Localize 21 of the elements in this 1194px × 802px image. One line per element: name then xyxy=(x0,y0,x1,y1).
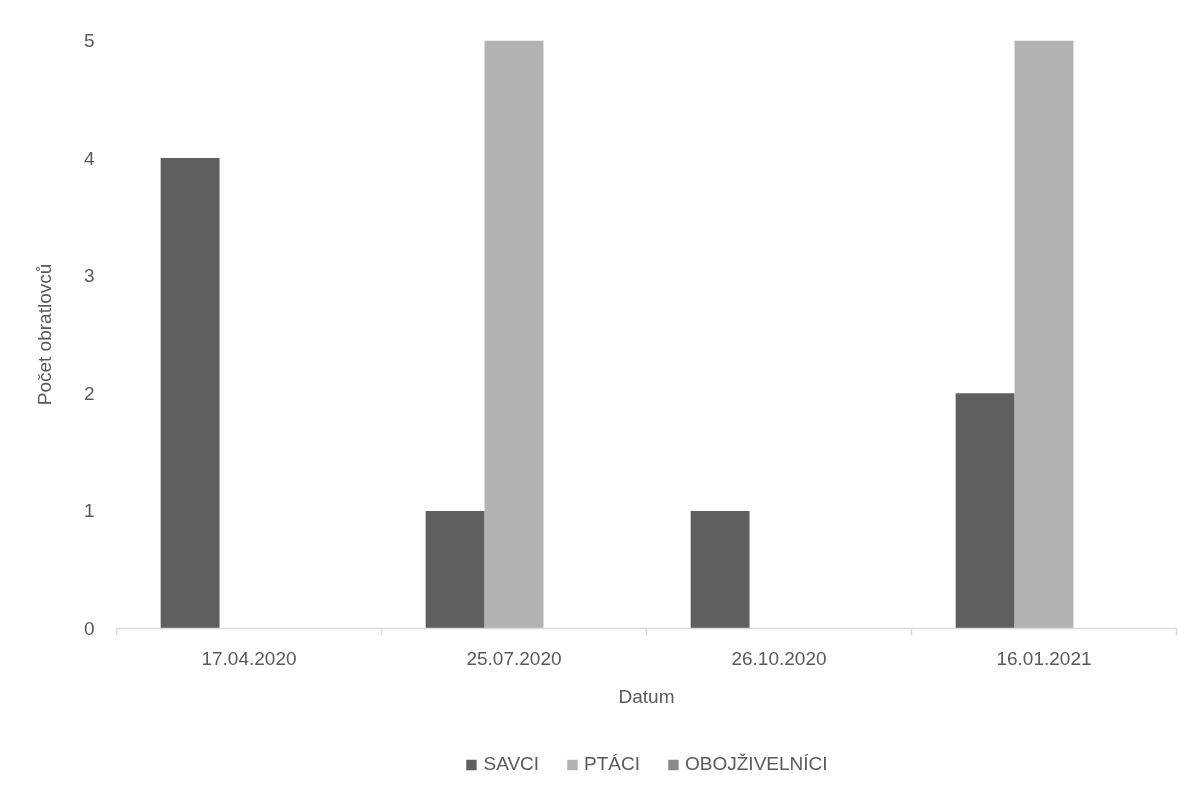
legend-label: SAVCI xyxy=(483,753,540,775)
bar xyxy=(425,510,485,629)
x-tick-label: 17.04.2020 xyxy=(201,647,297,669)
y-tick-label: 3 xyxy=(83,265,95,287)
bar xyxy=(955,393,1015,629)
bar xyxy=(484,40,544,629)
y-axis-title: Počet obratlovců xyxy=(33,263,55,406)
legend-label: PTÁCI xyxy=(584,753,641,775)
x-tick-label: 26.10.2020 xyxy=(731,647,827,669)
y-tick-label: 1 xyxy=(83,500,95,522)
bar xyxy=(160,158,220,629)
x-axis-title: Datum xyxy=(618,685,675,707)
x-tick-label: 16.01.2021 xyxy=(996,647,1092,669)
legend-label: OBOJŽIVELNÍCI xyxy=(685,753,828,775)
y-tick-label: 5 xyxy=(83,30,95,51)
y-tick-label: 0 xyxy=(83,618,95,639)
x-tick-label: 25.07.2020 xyxy=(466,647,562,669)
bar xyxy=(1014,40,1074,629)
bar xyxy=(690,510,750,629)
y-tick-label: 4 xyxy=(83,147,95,169)
y-tick-label: 2 xyxy=(83,382,95,404)
